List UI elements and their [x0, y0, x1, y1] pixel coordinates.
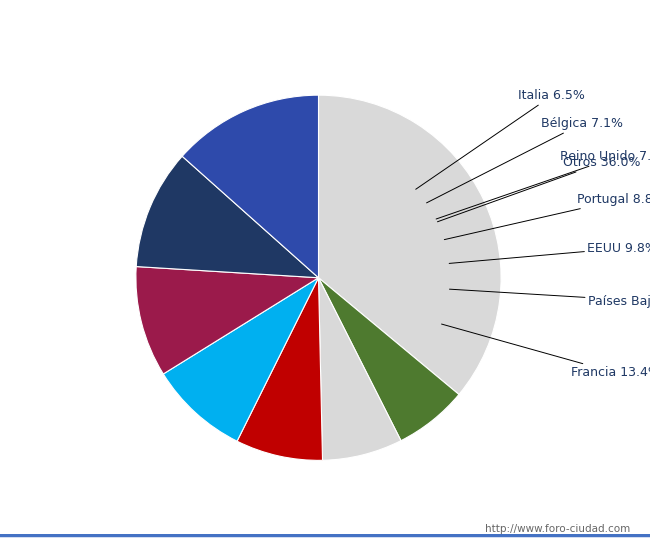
Wedge shape [136, 267, 318, 374]
Text: http://www.foro-ciudad.com: http://www.foro-ciudad.com [486, 524, 630, 534]
Wedge shape [237, 278, 322, 460]
Text: Italia 6.5%: Italia 6.5% [416, 89, 585, 189]
Wedge shape [163, 278, 318, 441]
Wedge shape [318, 278, 401, 460]
Wedge shape [318, 278, 459, 441]
Text: Bélgica 7.1%: Bélgica 7.1% [426, 117, 623, 203]
Text: EEUU 9.8%: EEUU 9.8% [449, 242, 650, 263]
Text: Otros 36.0%: Otros 36.0% [437, 156, 640, 222]
Text: O Pino - Turistas extranjeros según país - Abril de 2024: O Pino - Turistas extranjeros según país… [115, 15, 535, 31]
Wedge shape [318, 95, 501, 394]
Text: Países Bajos 10.6%: Países Bajos 10.6% [450, 289, 650, 307]
Text: Francia 13.4%: Francia 13.4% [441, 324, 650, 380]
Wedge shape [136, 156, 318, 278]
Text: Reino Unido 7.7%: Reino Unido 7.7% [436, 151, 650, 219]
Text: Portugal 8.8%: Portugal 8.8% [445, 193, 650, 240]
Wedge shape [182, 95, 318, 278]
